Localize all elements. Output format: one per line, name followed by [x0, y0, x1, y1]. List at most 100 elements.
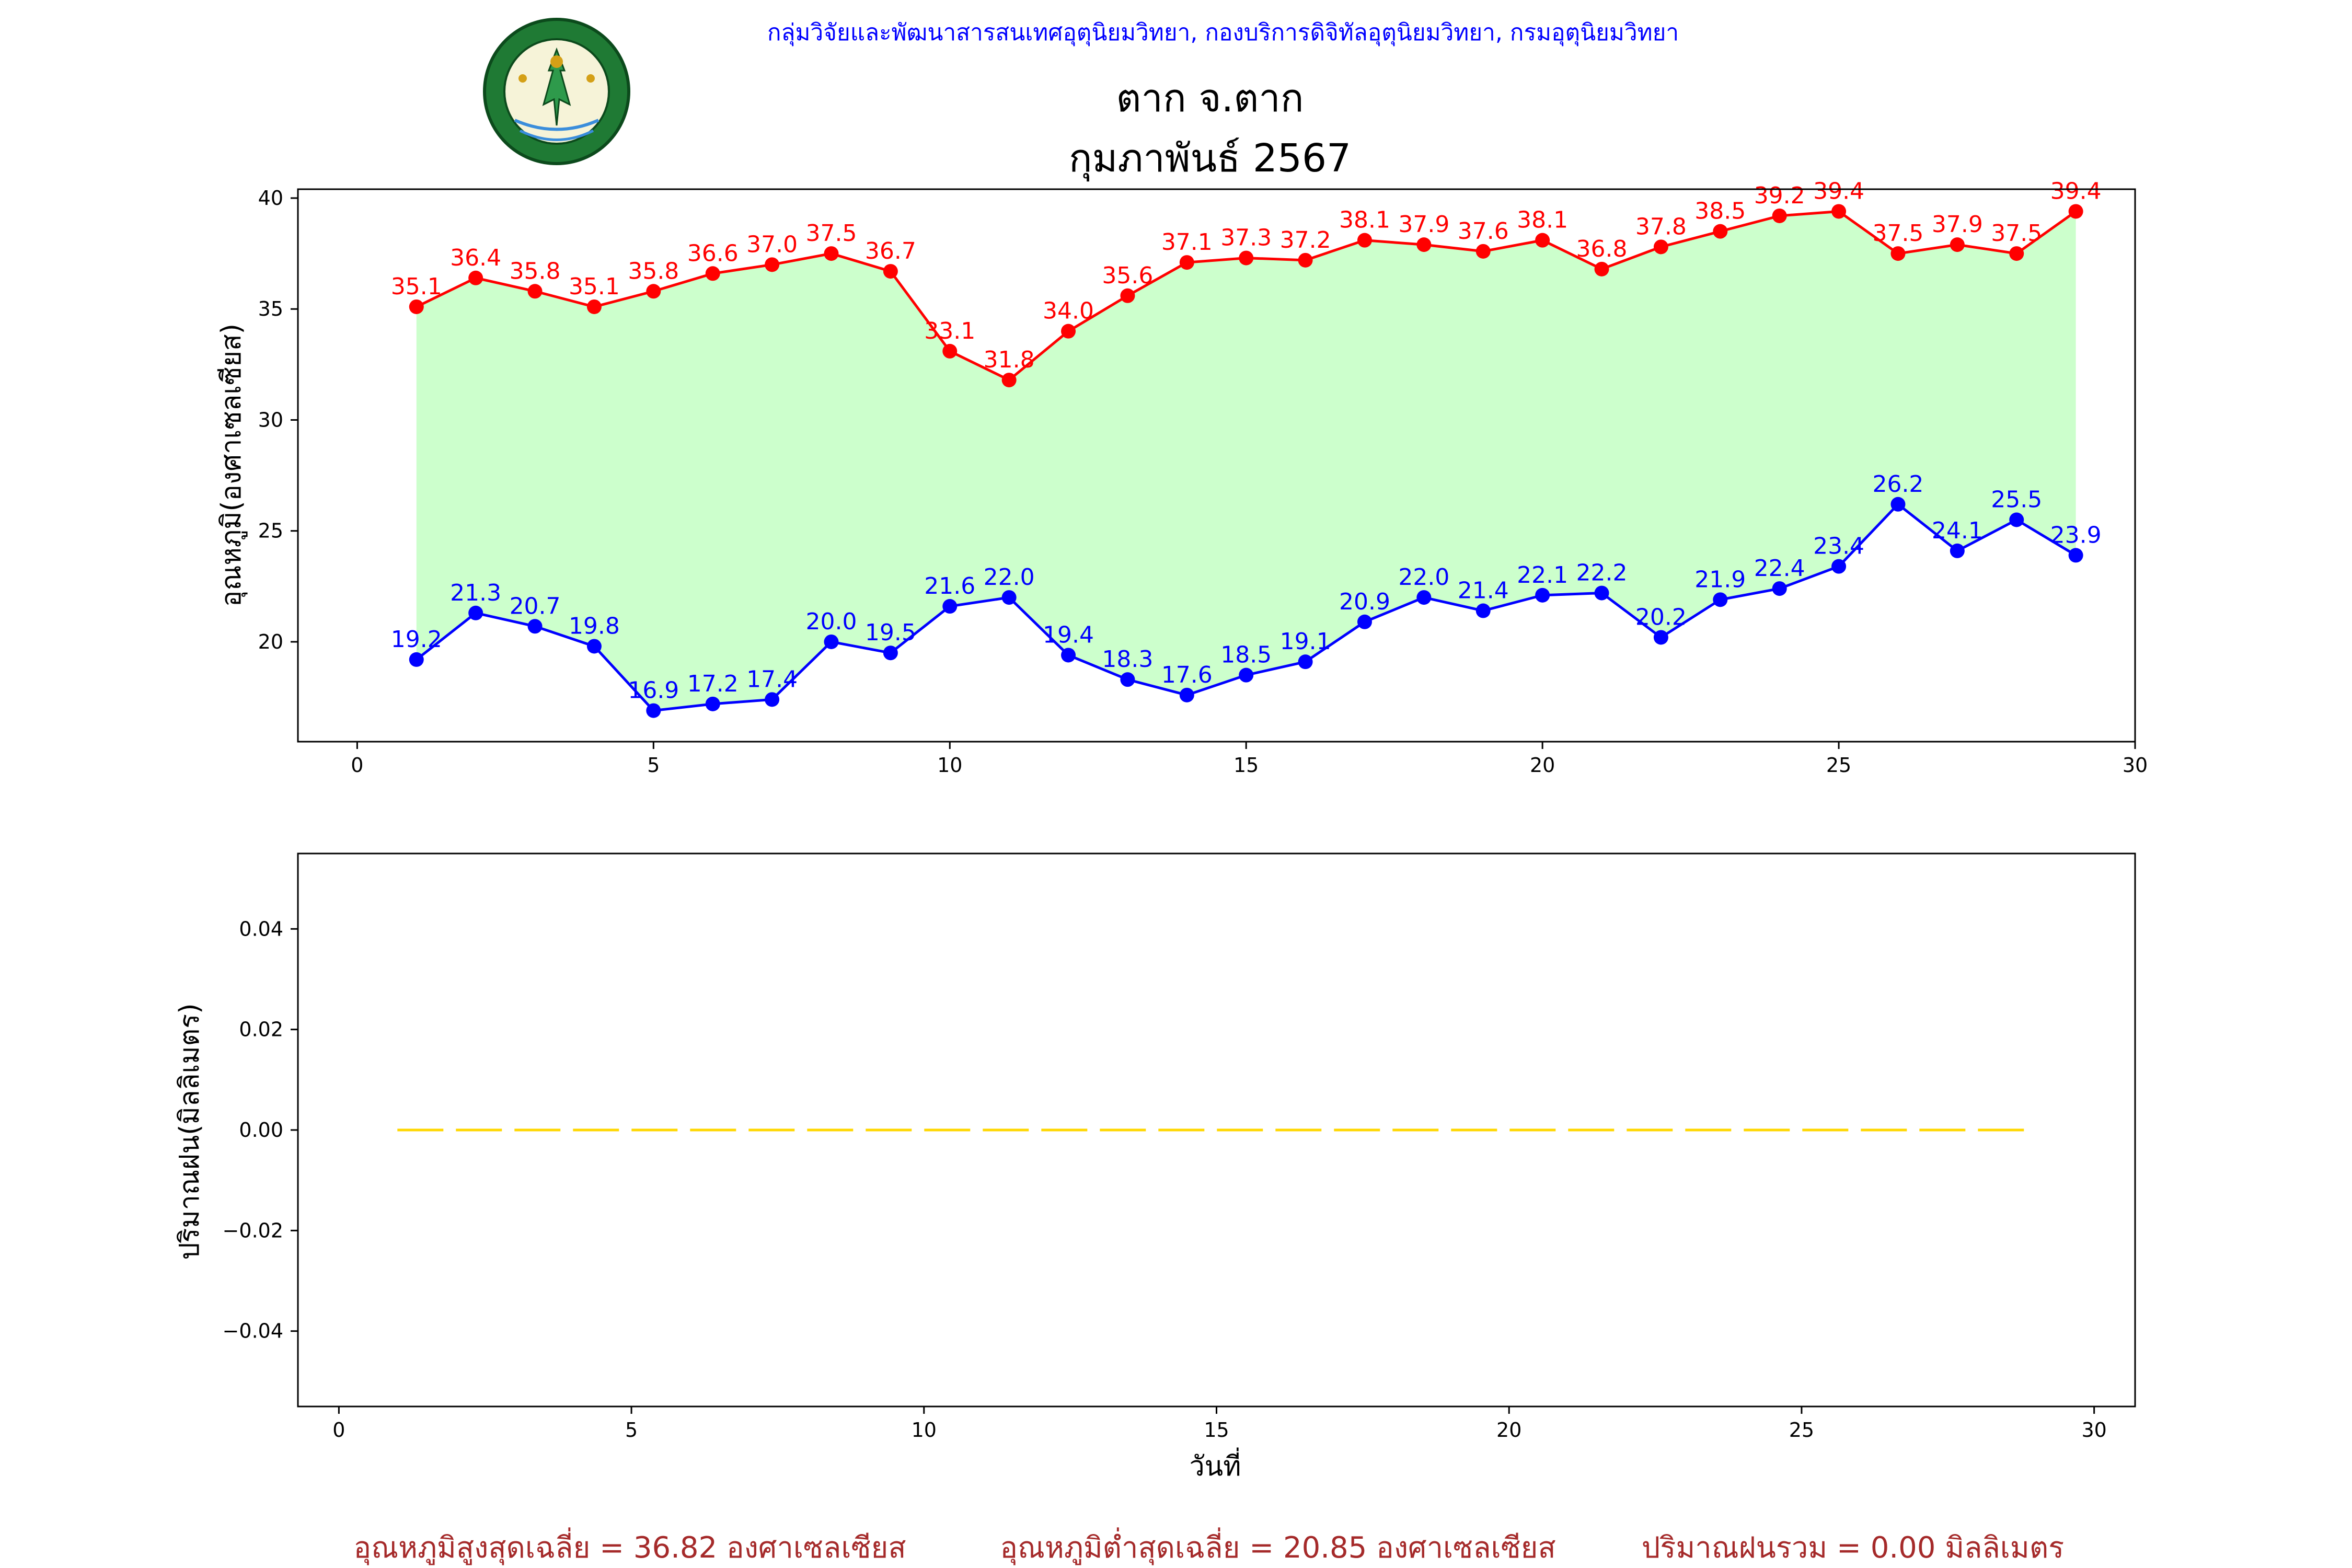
- min-temp-data-label: 22.4: [1754, 555, 1805, 582]
- max-temp-point: [1357, 233, 1372, 248]
- y-tick-label: 25: [258, 520, 283, 543]
- min-temp-point: [1890, 497, 1906, 512]
- max-temp-point: [1298, 252, 1313, 268]
- min-temp-data-label: 21.4: [1458, 578, 1509, 604]
- max-temp-data-label: 38.5: [1694, 198, 1746, 225]
- min-temp-point: [765, 692, 780, 707]
- min-temp-data-label: 17.4: [746, 666, 798, 693]
- max-temp-point: [765, 257, 780, 272]
- max-temp-point: [1890, 246, 1906, 261]
- x-tick-label: 0: [351, 754, 363, 777]
- rainfall-x-axis: 0 5 10 15 20 25 30: [332, 1406, 2107, 1442]
- min-temp-data-label: 24.1: [1932, 517, 1983, 544]
- min-temp-data-label: 19.5: [865, 619, 916, 646]
- x-tick-label: 20: [1530, 754, 1555, 777]
- max-temp-point: [705, 266, 720, 281]
- min-temp-point: [1298, 654, 1313, 670]
- max-temp-data-label: 37.2: [1280, 227, 1331, 253]
- max-temp-point: [1120, 288, 1135, 303]
- min-temp-point: [586, 639, 602, 654]
- y-tick-label: −0.04: [223, 1320, 283, 1343]
- temperature-range-band: [416, 211, 2076, 711]
- max-temp-point: [2009, 246, 2024, 261]
- x-tick-label: 20: [1496, 1419, 1521, 1442]
- min-temp-data-label: 21.6: [924, 573, 975, 599]
- temperature-y-axis-label: อุณหภูมิ(องศาเซลเซียส): [216, 324, 248, 607]
- min-temp-data-label: 17.6: [1161, 662, 1213, 688]
- max-temp-point: [1713, 224, 1728, 239]
- min-temp-point: [1772, 581, 1787, 596]
- max-temp-data-label: 36.6: [687, 240, 739, 267]
- max-temp-point: [1001, 373, 1017, 388]
- x-tick-label: 25: [1789, 1419, 1814, 1442]
- x-tick-label: 25: [1826, 754, 1851, 777]
- min-temp-data-label: 25.5: [1991, 487, 2042, 513]
- min-temp-point: [2068, 548, 2083, 563]
- max-temp-data-label: 37.5: [1872, 220, 1923, 247]
- temperature-panel: 35.1 19.2 36.4 21.3 35.8 20.7 35.1 19.8 35.8 16.9…: [216, 178, 2148, 777]
- min-temp-data-label: 20.9: [1339, 589, 1390, 615]
- max-temp-point: [1061, 324, 1076, 339]
- rainfall-panel: 0 5 10 15 20 25 30 −0.04 −0.02 0.00 0.02 0.04 ปริม…: [174, 852, 2136, 1482]
- min-temp-point: [1535, 587, 1550, 603]
- temperature-axes-frame: [297, 188, 2136, 743]
- max-temp-point: [527, 284, 543, 299]
- max-temp-data-label: 35.1: [391, 273, 442, 300]
- y-tick-label: 0.02: [239, 1018, 283, 1041]
- y-tick-label: 20: [258, 630, 283, 653]
- max-temp-point: [468, 270, 483, 285]
- max-temp-point: [1179, 255, 1194, 270]
- max-temp-point: [1535, 233, 1550, 248]
- max-temp-point: [1475, 244, 1491, 259]
- min-temp-data-label: 26.2: [1872, 471, 1923, 498]
- min-temp-data-label: 23.4: [1813, 533, 1864, 560]
- chart-title-station: ตาก จ.ตาก: [1116, 76, 1304, 121]
- x-tick-label: 30: [2123, 754, 2148, 777]
- min-temp-data-label: 21.9: [1694, 566, 1746, 593]
- min-temp-data-label: 18.5: [1220, 642, 1272, 668]
- y-tick-label: 40: [258, 187, 283, 210]
- min-temp-data-label: 19.1: [1280, 628, 1331, 655]
- max-temp-data-label: 37.9: [1932, 211, 1983, 238]
- max-temp-data-label: 37.3: [1220, 225, 1272, 251]
- max-temp-data-label: 36.7: [865, 238, 916, 264]
- max-temp-point: [942, 343, 958, 359]
- min-temp-data-label: 20.0: [805, 608, 857, 635]
- min-temp-data-label: 22.2: [1576, 560, 1628, 586]
- meteorological-department-logo: [483, 18, 630, 165]
- max-temp-point: [1653, 239, 1668, 255]
- min-temp-point: [1416, 590, 1432, 605]
- max-temp-point: [1239, 250, 1254, 266]
- min-temp-data-label: 19.4: [1043, 621, 1094, 648]
- min-temp-data-label: 18.3: [1102, 646, 1153, 673]
- y-tick-label: 0.00: [239, 1119, 283, 1142]
- max-temp-data-label: 37.5: [805, 220, 857, 247]
- min-temp-point: [1179, 687, 1194, 702]
- max-temp-data-label: 36.8: [1576, 236, 1628, 262]
- min-temp-point: [1120, 672, 1135, 687]
- max-temp-data-label: 31.8: [984, 347, 1035, 373]
- min-temp-data-label: 23.9: [2050, 522, 2102, 548]
- min-temp-point: [705, 696, 720, 711]
- max-temp-point: [646, 284, 661, 299]
- min-temp-point: [1831, 559, 1847, 574]
- max-temp-data-label: 36.4: [450, 245, 501, 271]
- max-temp-data-label: 35.6: [1102, 262, 1153, 289]
- max-temp-point: [883, 264, 898, 279]
- min-temp-point: [527, 619, 543, 634]
- max-temp-data-label: 38.1: [1339, 207, 1390, 234]
- temperature-x-axis: 0 5 10 15 20 25 30: [351, 742, 2148, 777]
- x-tick-label: 15: [1233, 754, 1259, 777]
- max-temp-point: [586, 299, 602, 314]
- x-tick-label: 10: [937, 754, 962, 777]
- min-temp-point: [1061, 648, 1076, 663]
- chart-title-month: กุมภาพันธ์ 2567: [1069, 136, 1351, 182]
- avg-max-temp-summary: อุณหภูมิสูงสุดเฉลี่ย = 36.82 องศาเซลเซีย…: [353, 1527, 906, 1565]
- min-temp-point: [883, 645, 898, 661]
- min-temp-data-label: 21.3: [450, 580, 501, 606]
- x-tick-label: 5: [647, 754, 660, 777]
- min-temp-data-label: 22.1: [1517, 562, 1568, 589]
- max-temp-point: [409, 299, 424, 314]
- min-temp-point: [1357, 614, 1372, 629]
